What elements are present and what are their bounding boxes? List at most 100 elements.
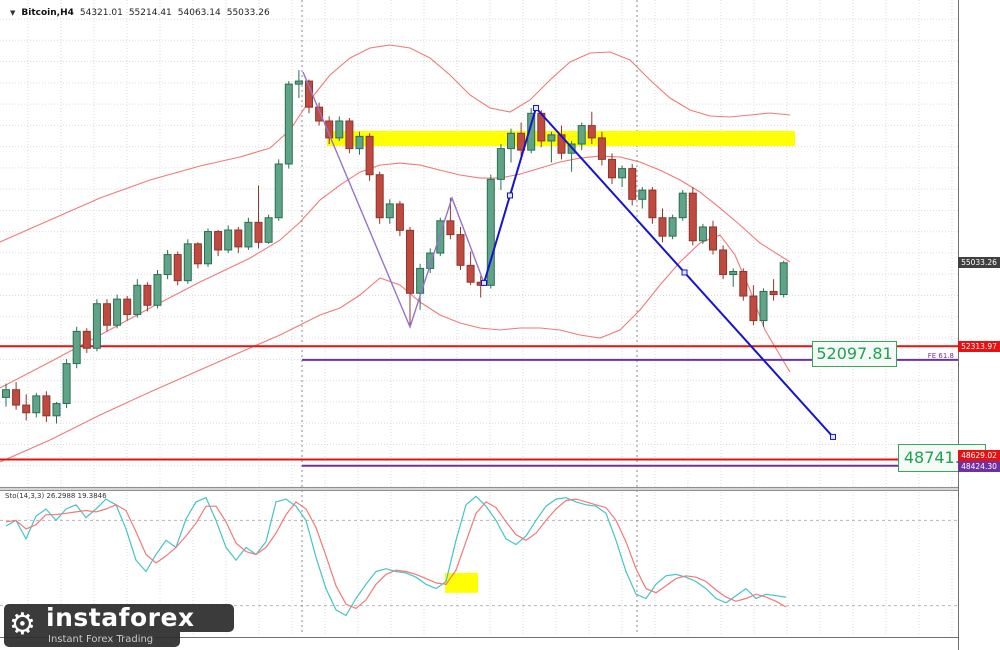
candle-bullish bbox=[759, 290, 768, 322]
candle-bullish bbox=[729, 270, 738, 276]
red-line-price-box-1: 52313.97 bbox=[958, 341, 1000, 352]
candle-bearish bbox=[42, 395, 51, 417]
violet-zigzag-line[interactable] bbox=[302, 71, 485, 329]
stochastic-k-line bbox=[5, 495, 787, 617]
candle-bullish bbox=[385, 203, 394, 219]
candle-bullish bbox=[618, 168, 627, 179]
broker-logo-text: instaforex bbox=[46, 603, 195, 632]
candle-bearish bbox=[173, 254, 182, 282]
candle-bullish bbox=[264, 217, 273, 243]
candle-bearish bbox=[446, 220, 455, 236]
ohlc-open: 54321.01 bbox=[79, 8, 123, 18]
candle-bullish bbox=[163, 254, 172, 276]
candle-bullish bbox=[274, 163, 283, 219]
broker-logo-background bbox=[4, 604, 234, 632]
candle-bearish bbox=[709, 226, 717, 251]
stochastic-name: Sto(14,3,3) bbox=[5, 492, 45, 500]
candle-bullish bbox=[547, 134, 556, 142]
price-callout-52097[interactable]: 52097.81 bbox=[812, 341, 897, 367]
candle-bullish bbox=[355, 135, 364, 150]
candle-bearish bbox=[325, 120, 334, 139]
candle-bearish bbox=[769, 290, 778, 296]
candle-bullish bbox=[92, 303, 101, 349]
candle-bullish bbox=[436, 220, 445, 254]
bollinger-upper-band bbox=[0, 44, 791, 243]
time-axis[interactable] bbox=[0, 637, 958, 650]
candle-bearish bbox=[608, 158, 616, 179]
candle-bullish bbox=[678, 192, 687, 219]
candle-bearish bbox=[123, 298, 132, 315]
candle-bearish bbox=[254, 221, 263, 243]
candle-bearish bbox=[456, 234, 465, 266]
trendline-handle[interactable] bbox=[681, 269, 688, 276]
candle-bullish bbox=[113, 298, 122, 326]
candle-bullish bbox=[204, 231, 212, 265]
trendline-handle[interactable] bbox=[481, 279, 487, 286]
red-line-price-box-2: 48629.02 bbox=[958, 450, 1000, 461]
candle-bullish bbox=[486, 178, 495, 286]
purple-line-price-box: 48424.30 bbox=[958, 461, 1000, 472]
candle-bearish bbox=[658, 217, 667, 237]
chart-title: ▼ Bitcoin,H4 54321.01 55214.41 54063.14 … bbox=[10, 8, 270, 18]
candle-bullish bbox=[638, 189, 647, 200]
stochastic-label: Sto(14,3,3) 26.2988 19.3846 bbox=[5, 492, 107, 500]
symbol-period-label: Bitcoin,H4 bbox=[21, 8, 74, 18]
candle-bearish bbox=[143, 284, 152, 306]
candle-bullish bbox=[244, 221, 253, 248]
candle-bullish bbox=[779, 262, 788, 296]
candle-bearish bbox=[12, 389, 21, 406]
candle-bullish bbox=[507, 132, 515, 150]
candle-bearish bbox=[466, 264, 475, 283]
candle-bearish bbox=[719, 249, 728, 276]
stochastic-d-line bbox=[5, 498, 787, 610]
trendline-handle[interactable] bbox=[830, 433, 836, 440]
trendline-handle[interactable] bbox=[507, 192, 513, 199]
candle-bearish bbox=[587, 125, 596, 139]
candle-bullish bbox=[284, 83, 293, 165]
candle-bearish bbox=[234, 229, 243, 248]
broker-logo-tagline-background bbox=[4, 632, 180, 647]
candle-bearish bbox=[315, 106, 324, 122]
chevron-down-icon[interactable]: ▼ bbox=[10, 9, 16, 17]
candle-bullish bbox=[62, 363, 71, 405]
candle-bullish bbox=[496, 148, 505, 180]
candle-bullish bbox=[2, 389, 10, 398]
stochastic-value-k: 26.2988 bbox=[46, 492, 76, 500]
bollinger-lower-band bbox=[0, 234, 791, 463]
gear-person-icon: ⚙ bbox=[9, 607, 36, 642]
candle-bullish bbox=[416, 267, 425, 294]
candle-bearish bbox=[193, 243, 202, 265]
candle-bearish bbox=[22, 404, 31, 414]
candle-bullish bbox=[52, 403, 61, 417]
candle-bearish bbox=[749, 295, 758, 322]
candle-bearish bbox=[214, 231, 223, 251]
ohlc-high: 55214.41 bbox=[128, 8, 172, 18]
trendline-handle[interactable] bbox=[533, 104, 539, 111]
candle-bearish bbox=[739, 270, 748, 297]
candle-bullish bbox=[698, 226, 707, 242]
candle-bullish bbox=[72, 330, 81, 365]
highlight-zone-stochastic[interactable] bbox=[445, 572, 478, 593]
broker-logo-tagline: Instant Forex Trading bbox=[48, 634, 154, 645]
candle-bearish bbox=[648, 189, 657, 219]
candle-bearish bbox=[365, 135, 374, 176]
candle-bullish bbox=[32, 395, 41, 414]
candle-bearish bbox=[597, 137, 606, 160]
candle-bearish bbox=[82, 330, 91, 349]
bollinger-middle-band bbox=[0, 155, 791, 389]
stochastic-value-d: 19.3846 bbox=[77, 492, 107, 500]
candle-bearish bbox=[688, 192, 697, 242]
ohlc-low: 54063.14 bbox=[177, 8, 221, 18]
candle-bullish bbox=[527, 112, 536, 151]
candle-bullish bbox=[133, 284, 142, 315]
price-axis[interactable] bbox=[958, 0, 1000, 650]
candle-bearish bbox=[628, 168, 637, 200]
candle-bullish bbox=[294, 80, 303, 85]
candle-bullish bbox=[224, 229, 233, 251]
candle-bullish bbox=[153, 274, 162, 306]
candle-bearish bbox=[103, 303, 111, 326]
pane-separator[interactable] bbox=[0, 487, 958, 491]
current-price-box: 55033.26 bbox=[958, 257, 1000, 268]
